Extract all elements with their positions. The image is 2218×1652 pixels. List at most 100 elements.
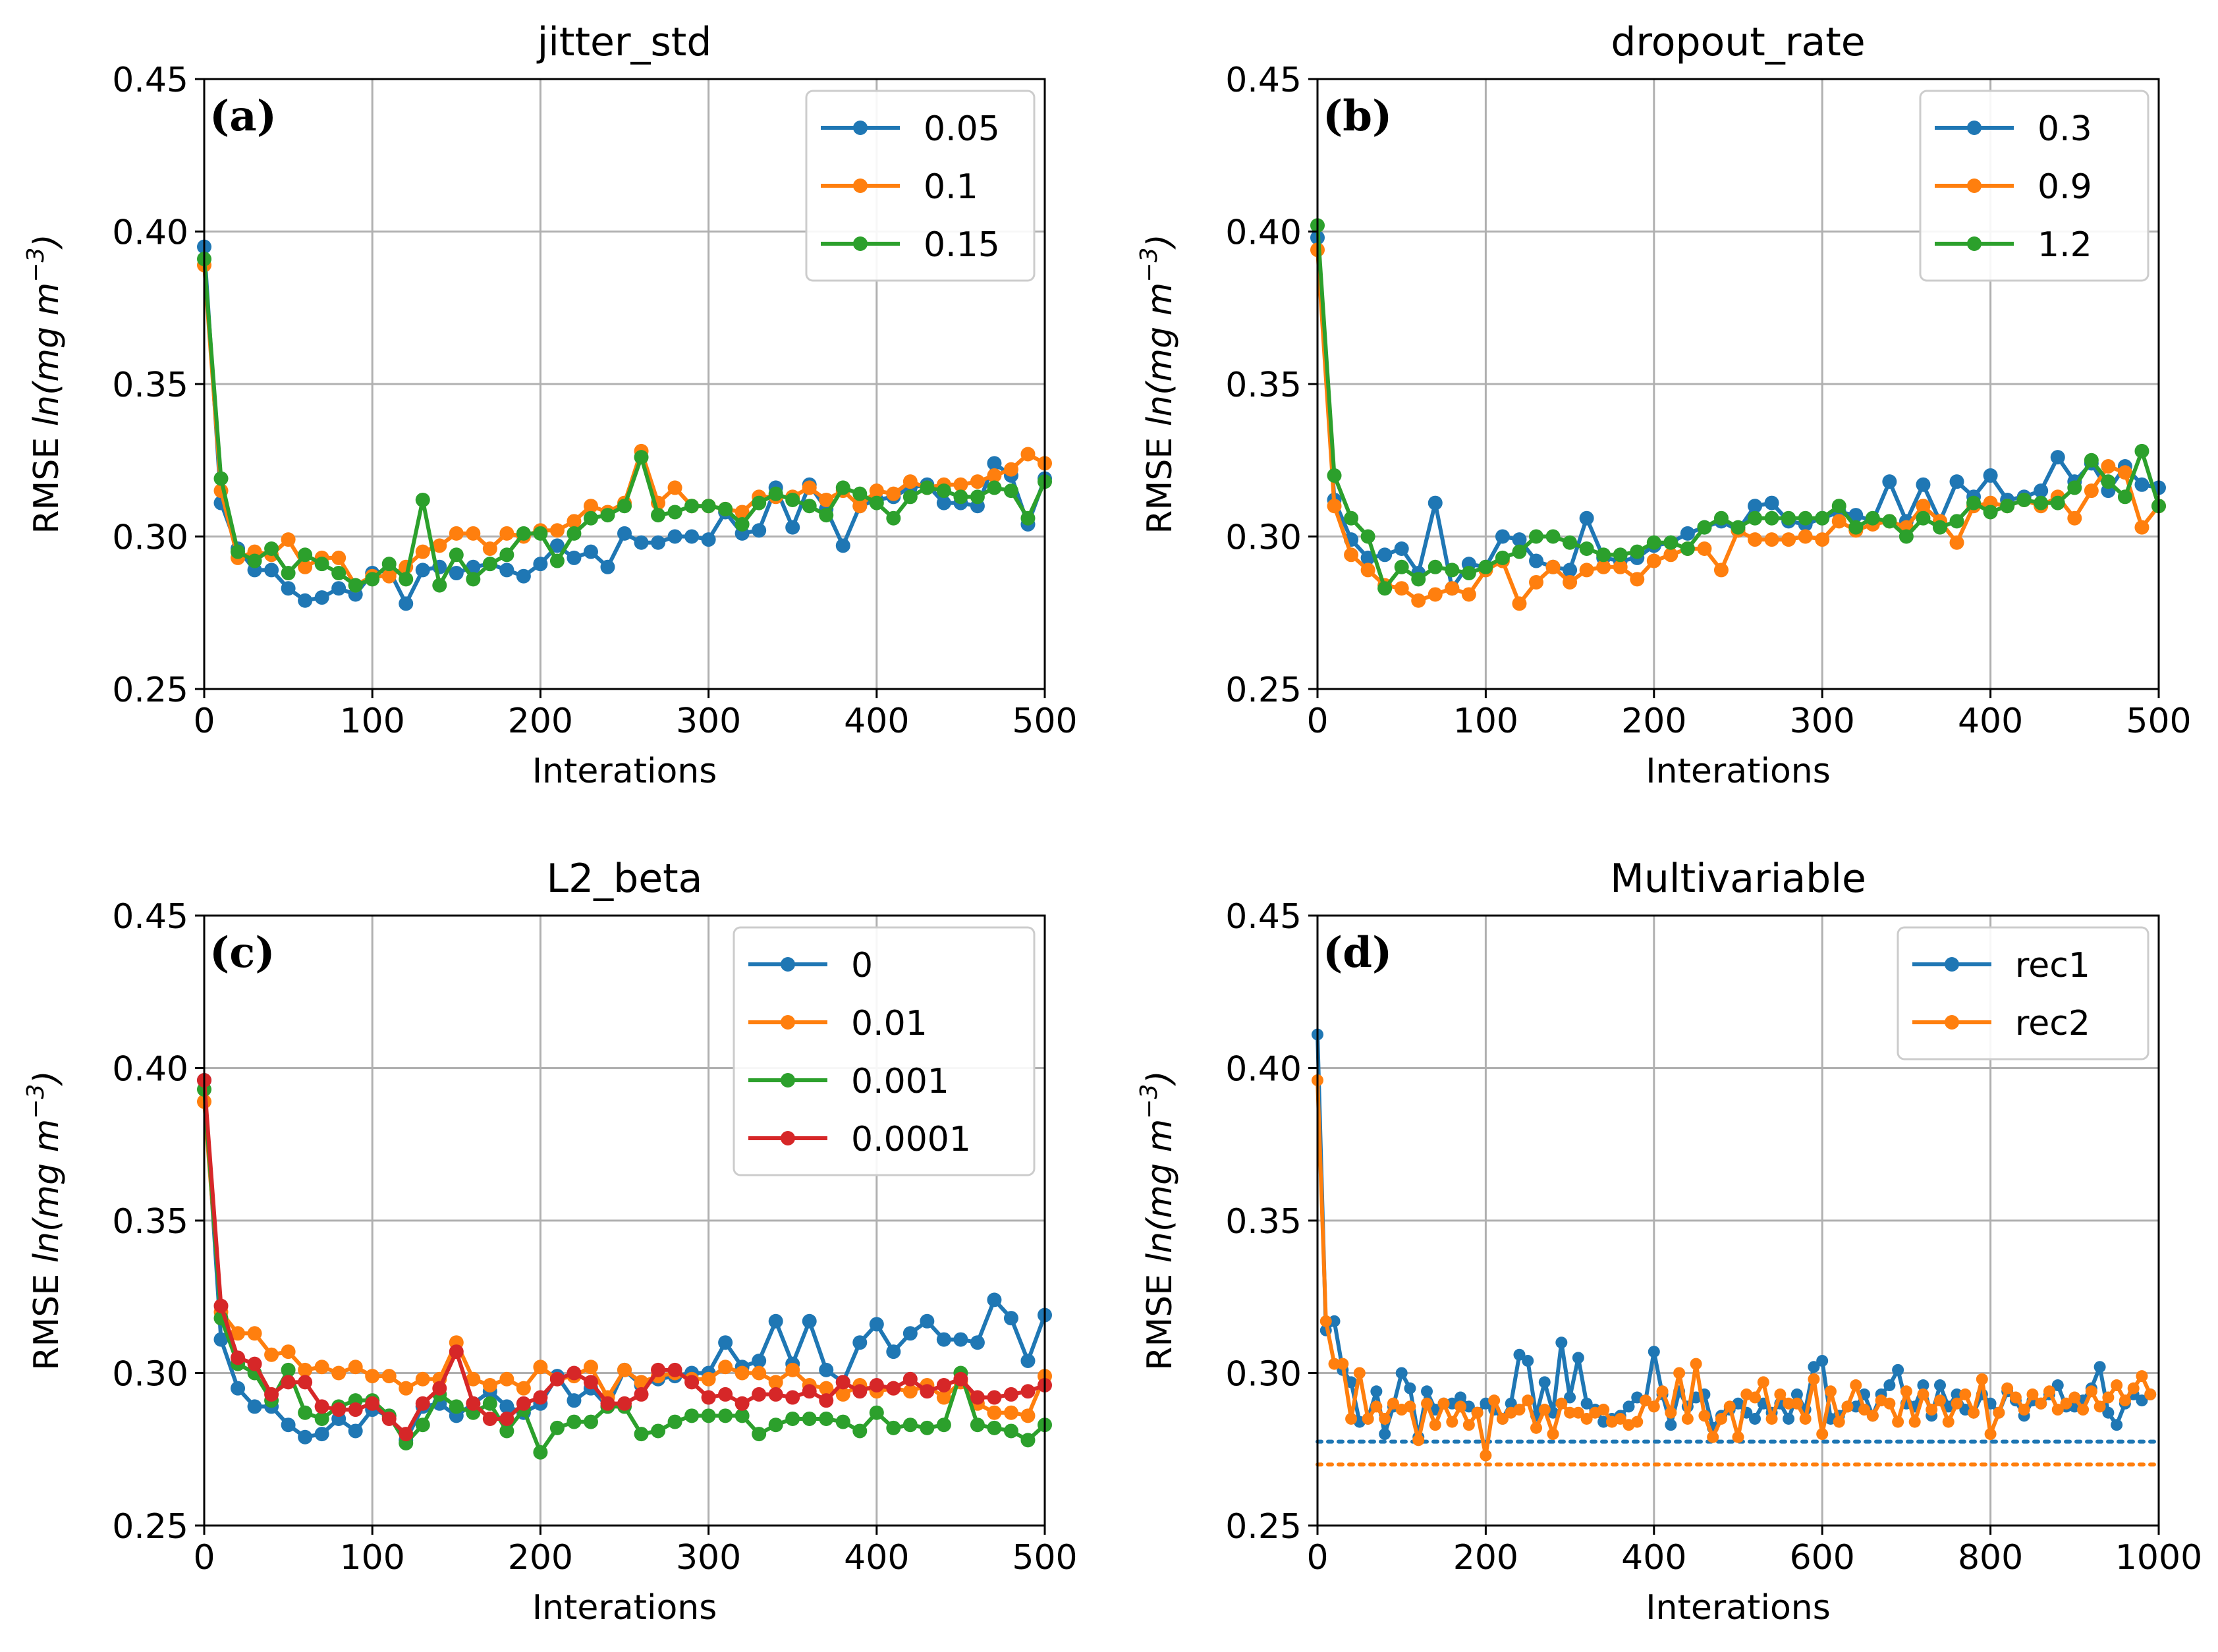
data-point bbox=[331, 1365, 347, 1381]
data-point bbox=[298, 1429, 313, 1445]
data-point bbox=[1387, 1397, 1399, 1410]
legend-marker bbox=[853, 179, 868, 193]
x-tick-label: 800 bbox=[1958, 1538, 2023, 1578]
data-point bbox=[869, 1405, 884, 1420]
data-point bbox=[1404, 1382, 1416, 1394]
data-point bbox=[583, 510, 598, 526]
data-point bbox=[1697, 541, 1712, 557]
data-point bbox=[2117, 465, 2132, 480]
data-point bbox=[1748, 510, 1763, 526]
legend-marker bbox=[781, 1015, 795, 1030]
data-point bbox=[1003, 1423, 1018, 1439]
data-point bbox=[1547, 1428, 1559, 1441]
data-point bbox=[902, 489, 918, 505]
x-axis-label: Interations bbox=[1646, 752, 1831, 791]
data-point bbox=[802, 480, 817, 495]
data-point bbox=[869, 483, 884, 499]
legend-marker bbox=[781, 1131, 795, 1145]
y-tick-label: 0.45 bbox=[1225, 61, 1302, 100]
data-point bbox=[2084, 453, 2099, 468]
data-point bbox=[785, 1390, 800, 1405]
data-point bbox=[667, 480, 682, 495]
legend-item-0.3: 0.3 bbox=[1935, 109, 2092, 149]
data-point bbox=[381, 557, 397, 572]
x-tick-label: 200 bbox=[508, 702, 573, 741]
data-point bbox=[1394, 559, 1409, 574]
y-label-exponent: −3 bbox=[22, 1084, 49, 1119]
data-point bbox=[1563, 574, 1578, 590]
data-point bbox=[281, 566, 296, 581]
data-point bbox=[2102, 1391, 2115, 1404]
data-point bbox=[1949, 474, 1964, 489]
y-label-exponent: −3 bbox=[22, 248, 49, 283]
data-point bbox=[365, 1369, 380, 1384]
data-point bbox=[247, 553, 262, 568]
data-point bbox=[953, 477, 968, 492]
data-point bbox=[1908, 1416, 1921, 1428]
data-point bbox=[2026, 1388, 2039, 1400]
data-point bbox=[1428, 495, 1443, 510]
y-label-prefix: RMSE bbox=[27, 426, 67, 534]
data-point bbox=[314, 590, 329, 605]
data-point bbox=[499, 1411, 514, 1426]
chart-title: dropout_rate bbox=[1611, 19, 1865, 65]
panel-label: (a) bbox=[209, 92, 277, 141]
data-point bbox=[2093, 1361, 2106, 1373]
data-point bbox=[920, 1384, 935, 1399]
data-point bbox=[499, 547, 514, 563]
x-tick-label: 200 bbox=[1453, 1538, 1518, 1578]
data-point bbox=[987, 1292, 1002, 1308]
data-point bbox=[432, 1381, 447, 1396]
data-point bbox=[852, 1335, 868, 1350]
legend-item-0.1: 0.1 bbox=[821, 167, 978, 207]
data-point bbox=[1020, 510, 1036, 526]
data-point bbox=[970, 489, 985, 505]
series-line bbox=[1316, 1080, 2152, 1458]
data-point bbox=[264, 563, 279, 578]
data-point bbox=[1564, 1406, 1576, 1419]
data-point bbox=[735, 1396, 750, 1411]
y-label-units: ln(mg m bbox=[27, 283, 67, 427]
x-tick-label: 0 bbox=[1306, 702, 1328, 741]
legend-marker bbox=[1967, 236, 1982, 251]
data-point bbox=[2101, 474, 2116, 489]
data-point bbox=[1613, 547, 1628, 563]
series-0.0001 bbox=[197, 1073, 1052, 1442]
y-tick-label: 0.40 bbox=[112, 213, 188, 253]
data-point bbox=[1723, 1400, 1736, 1413]
data-point bbox=[1344, 510, 1359, 526]
data-point bbox=[667, 1362, 682, 1377]
panel-label: (d) bbox=[1323, 928, 1392, 977]
legend-item-0.01: 0.01 bbox=[748, 1004, 928, 1043]
data-point bbox=[381, 1411, 397, 1426]
data-point bbox=[920, 1420, 935, 1435]
data-point bbox=[298, 1362, 313, 1377]
legend-marker bbox=[781, 1073, 795, 1088]
data-point bbox=[1003, 483, 1018, 499]
y-label-close: ) bbox=[1140, 234, 1180, 250]
x-tick-label: 300 bbox=[676, 702, 741, 741]
data-point bbox=[684, 1375, 700, 1390]
data-point bbox=[1892, 1363, 1904, 1376]
data-point bbox=[1446, 1416, 1458, 1428]
data-point bbox=[1831, 514, 1846, 529]
data-point bbox=[902, 1371, 918, 1387]
grid bbox=[1317, 916, 2159, 1526]
data-point bbox=[2050, 450, 2065, 465]
data-point bbox=[835, 1414, 850, 1429]
data-point bbox=[987, 1390, 1002, 1405]
data-point bbox=[667, 505, 682, 520]
data-point bbox=[2000, 499, 2015, 514]
data-point bbox=[516, 1396, 531, 1411]
data-point bbox=[1377, 581, 1393, 596]
data-point bbox=[1646, 553, 1661, 568]
data-point bbox=[348, 578, 363, 593]
data-point bbox=[1631, 1416, 1644, 1428]
data-point bbox=[684, 529, 700, 544]
legend-label: 0.3 bbox=[2038, 109, 2092, 149]
y-tick-label: 0.40 bbox=[1225, 1050, 1302, 1089]
data-point bbox=[264, 1347, 279, 1362]
data-point bbox=[1020, 447, 1036, 462]
data-point bbox=[835, 480, 850, 495]
legend-marker bbox=[781, 957, 795, 972]
